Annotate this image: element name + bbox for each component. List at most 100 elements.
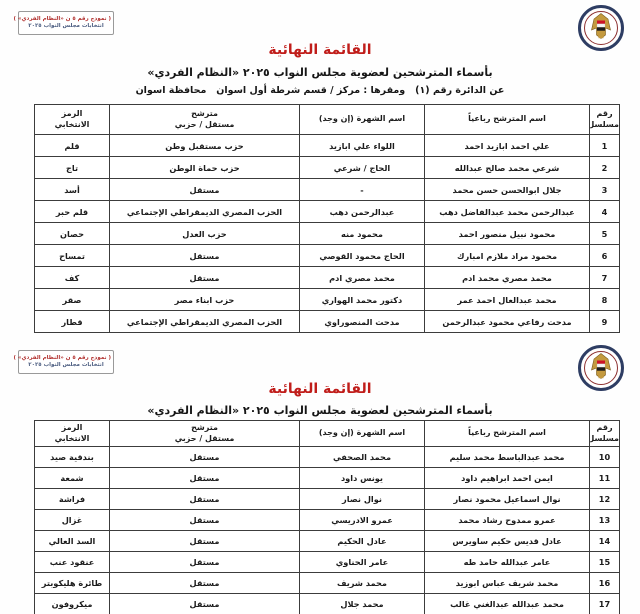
cell-candidate-name: محمد شريف عباس ابوزيد	[424, 572, 590, 594]
cell-electoral-symbol: بندقية صيد	[34, 446, 110, 468]
cell-candidate-name: عادل قديس حكيم ساويرس	[424, 530, 590, 552]
cell-serial-number: 1	[589, 134, 620, 157]
cell-candidate-name: جلال ابوالحسن حسن محمد	[424, 178, 590, 201]
table-row: 2 شرعي محمد صالح عبدالله الحاج / شرعي حز…	[34, 156, 620, 179]
cell-party-affiliation: مستقل	[109, 488, 300, 510]
col-header-famous-name: اسم الشهرة (إن وجد)	[299, 420, 425, 447]
cell-party-affiliation: حزب العدل	[109, 222, 300, 245]
cell-electoral-symbol: غزال	[34, 509, 110, 531]
cell-serial-number: 9	[589, 310, 620, 333]
cell-serial-number: 11	[589, 467, 620, 489]
election-year-line: انتخابات مجلس النواب ٢٠٢٥	[28, 23, 104, 30]
cell-electoral-symbol: شمعة	[34, 467, 110, 489]
candidates-table-page1: رقم مسلسل اسم المترشح رباعياً اسم الشهرة…	[34, 104, 620, 333]
candidates-table-page2: رقم مسلسل اسم المترشح رباعياً اسم الشهرة…	[34, 420, 620, 614]
table-row: 11 ايمن احمد ابراهيم داود يونس داود مستق…	[34, 467, 620, 489]
cell-party-affiliation: حزب مستقبل وطن	[109, 134, 300, 157]
col-header-symbol: الرمز الانتخابي	[34, 104, 110, 135]
cell-party-affiliation: مستقل	[109, 266, 300, 289]
cell-serial-number: 13	[589, 509, 620, 531]
cell-famous-name: -	[299, 178, 425, 201]
table-row: 10 محمد عبدالباسط محمد سليم محمد الصحفي …	[34, 446, 620, 468]
cell-famous-name: عبدالرحمن دهب	[299, 200, 425, 223]
col-header-party: مترشح مستقل / حزبي	[109, 420, 300, 447]
cell-serial-number: 12	[589, 488, 620, 510]
cell-electoral-symbol: تاج	[34, 156, 110, 179]
form-number-line: ( نموذج رقم ٥ ن «النظام الفردي» )	[13, 355, 111, 361]
cell-serial-number: 3	[589, 178, 620, 201]
cell-candidate-name: عمرو ممدوح رشاد محمد	[424, 509, 590, 531]
cell-candidate-name: محمود مراد ملازم امبارك	[424, 244, 590, 267]
table-row: 12 نوال اسماعيل محمود نصار نوال نصار مست…	[34, 488, 620, 510]
cell-famous-name: اللواء علي ابازيد	[299, 134, 425, 157]
district-line: عن الدائرة رقم (١) ومقرها : مركز / قسم ش…	[135, 85, 505, 96]
cell-serial-number: 7	[589, 266, 620, 289]
cell-party-affiliation: مستقل	[109, 509, 300, 531]
cell-serial-number: 8	[589, 288, 620, 311]
cell-serial-number: 15	[589, 551, 620, 573]
cell-party-affiliation: حزب حماة الوطن	[109, 156, 300, 179]
table-row: 6 محمود مراد ملازم امبارك الحاج محمود ال…	[34, 244, 620, 267]
table-row: 3 جلال ابوالحسن حسن محمد - مستقل أسد	[34, 178, 620, 201]
cell-serial-number: 10	[589, 446, 620, 468]
table-header-row: رقم مسلسل اسم المترشح رباعياً اسم الشهرة…	[34, 420, 620, 447]
cell-candidate-name: علي احمد ابازيد احمد	[424, 134, 590, 157]
cell-candidate-name: محمد عبدالعال احمد عمر	[424, 288, 590, 311]
cell-famous-name: مدحت المنصوراوي	[299, 310, 425, 333]
table-row: 9 مدحت رفاعي محمود عبدالرحمن مدحت المنصو…	[34, 310, 620, 333]
cell-electoral-symbol: فراشة	[34, 488, 110, 510]
cell-famous-name: عادل الحكيم	[299, 530, 425, 552]
election-year-line: انتخابات مجلس النواب ٢٠٢٥	[28, 362, 104, 369]
cell-candidate-name: محمود نبيل منصور احمد	[424, 222, 590, 245]
cell-famous-name: عمرو الادريسي	[299, 509, 425, 531]
col-header-serial: رقم مسلسل	[589, 420, 620, 447]
cell-party-affiliation: مستقل	[109, 178, 300, 201]
cell-candidate-name: عبدالرحمن محمد عبدالفاضل دهب	[424, 200, 590, 223]
page-section-1: ( نموذج رقم ٥ ن «النظام الفردي» ) انتخاب…	[13, 5, 624, 333]
table-row: 15 عامر عبدالله حامد طه عامر الحناوي مست…	[34, 551, 620, 573]
cell-serial-number: 6	[589, 244, 620, 267]
cell-famous-name: محمد جلال	[299, 593, 425, 614]
cell-serial-number: 16	[589, 572, 620, 594]
cell-party-affiliation: مستقل	[109, 572, 300, 594]
table-row: 16 محمد شريف عباس ابوزيد محمد شريف مستقل…	[34, 572, 620, 594]
cell-famous-name: الحاج محمود القوصي	[299, 244, 425, 267]
cell-famous-name: الحاج / شرعي	[299, 156, 425, 179]
cell-candidate-name: محمد عبدالله عبدالغني غالب	[424, 593, 590, 614]
cell-party-affiliation: مستقل	[109, 467, 300, 489]
cell-party-affiliation: مستقل	[109, 530, 300, 552]
form-number-stamp: ( نموذج رقم ٥ ن «النظام الفردي» ) انتخاب…	[13, 11, 114, 35]
cell-famous-name: محمد شريف	[299, 572, 425, 594]
cell-famous-name: نوال نصار	[299, 488, 425, 510]
cell-serial-number: 4	[589, 200, 620, 223]
cell-electoral-symbol: ميكروفون	[34, 593, 110, 614]
cell-electoral-symbol: السد العالي	[34, 530, 110, 552]
col-header-name: اسم المترشح رباعياً	[424, 104, 590, 135]
table-row: 8 محمد عبدالعال احمد عمر دكتور محمد الهو…	[34, 288, 620, 311]
cell-serial-number: 2	[589, 156, 620, 179]
cell-party-affiliation: الحزب المصري الديمقراطي الإجتماعي	[109, 200, 300, 223]
cell-serial-number: 17	[589, 593, 620, 614]
cell-party-affiliation: مستقل	[109, 551, 300, 573]
col-header-name: اسم المترشح رباعياً	[424, 420, 590, 447]
page-subtitle: بأسماء المترشحين لعضوية مجلس النواب ٢٠٢٥…	[147, 404, 493, 417]
table-row: 5 محمود نبيل منصور احمد محمود منه حزب ال…	[34, 222, 620, 245]
cell-electoral-symbol: أسد	[34, 178, 110, 201]
cell-candidate-name: نوال اسماعيل محمود نصار	[424, 488, 590, 510]
cell-electoral-symbol: طائرة هليكوبتر	[34, 572, 110, 594]
cell-party-affiliation: حزب ابناء مصر	[109, 288, 300, 311]
table-row: 14 عادل قديس حكيم ساويرس عادل الحكيم مست…	[34, 530, 620, 552]
cell-electoral-symbol: قطار	[34, 310, 110, 333]
cell-candidate-name: عامر عبدالله حامد طه	[424, 551, 590, 573]
cell-candidate-name: شرعي محمد صالح عبدالله	[424, 156, 590, 179]
table-row: 17 محمد عبدالله عبدالغني غالب محمد جلال …	[34, 593, 620, 614]
cell-famous-name: محمود منه	[299, 222, 425, 245]
table-row: 4 عبدالرحمن محمد عبدالفاضل دهب عبدالرحمن…	[34, 200, 620, 223]
cell-famous-name: عامر الحناوي	[299, 551, 425, 573]
cell-electoral-symbol: قلم	[34, 134, 110, 157]
cell-party-affiliation: الحزب المصري الديمقراطي الإجتماعي	[109, 310, 300, 333]
cell-electoral-symbol: عنقود عنب	[34, 551, 110, 573]
page-section-2: ( نموذج رقم ٥ ن «النظام الفردي» ) انتخاب…	[0, 345, 640, 614]
cell-famous-name: دكتور محمد الهواري	[299, 288, 425, 311]
